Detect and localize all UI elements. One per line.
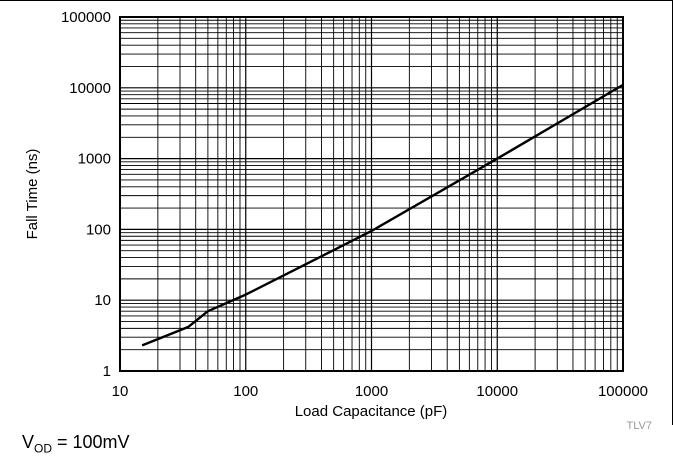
test-condition: VOD = 100mV	[22, 432, 130, 456]
figure-id: TLV7	[627, 420, 652, 432]
x-axis-title: Load Capacitance (pF)	[295, 403, 448, 420]
condition-value: = 100mV	[52, 432, 130, 452]
frame-top-border	[0, 0, 673, 1]
y-tick-label: 10	[94, 292, 111, 309]
y-tick-label: 1000	[78, 151, 111, 168]
fall-time-curve	[141, 83, 624, 347]
plot-area-border	[119, 16, 624, 372]
y-axis-title: Fall Time (ns)	[24, 149, 41, 240]
x-tick-label: 10000	[476, 383, 518, 400]
y-tick-label: 10000	[69, 80, 111, 97]
x-tick-label: 100	[233, 383, 258, 400]
grid-lines	[119, 17, 623, 372]
y-tick-label: 1	[103, 363, 111, 380]
tick-labels: 10 100 1000 10000 10000011010010001000010000…	[61, 9, 648, 400]
x-tick-label: 100000	[598, 383, 648, 400]
condition-subscript: OD	[34, 441, 53, 456]
x-tick-label: 10	[112, 383, 129, 400]
x-tick-label: 1000	[355, 383, 388, 400]
y-tick-label: 100	[86, 221, 111, 238]
condition-symbol: V	[22, 432, 35, 452]
y-tick-label: 100000	[61, 9, 111, 26]
